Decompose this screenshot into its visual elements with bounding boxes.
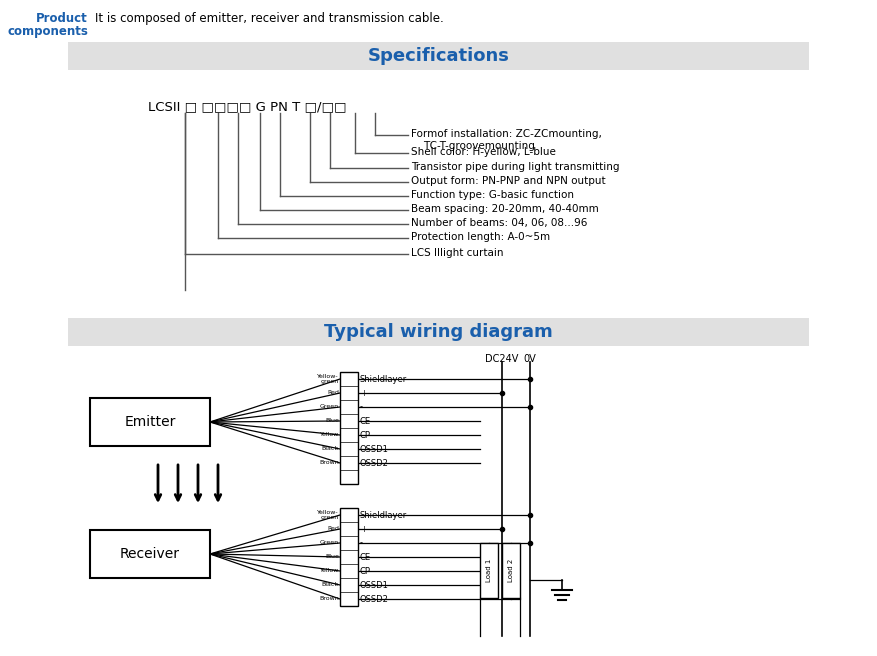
Bar xyxy=(502,543,520,598)
Bar xyxy=(480,543,498,598)
Text: Yellow-
green: Yellow- green xyxy=(317,510,339,520)
Text: TC-T-groovemounting: TC-T-groovemounting xyxy=(411,141,535,151)
Text: LCSII □ □□□□ G PN T □/□□: LCSII □ □□□□ G PN T □/□□ xyxy=(148,100,346,113)
Text: +: + xyxy=(360,525,367,533)
Bar xyxy=(68,318,809,346)
Text: Function type: G-basic function: Function type: G-basic function xyxy=(411,190,574,200)
Text: Shell color: H-yellow, L-blue: Shell color: H-yellow, L-blue xyxy=(411,147,556,157)
Text: Green: Green xyxy=(320,405,339,409)
Text: Yellow: Yellow xyxy=(319,569,339,573)
Text: CP: CP xyxy=(360,567,371,575)
Text: Green: Green xyxy=(320,541,339,546)
Text: Brown: Brown xyxy=(319,596,339,602)
Text: Yellow-
green: Yellow- green xyxy=(317,374,339,384)
Text: CE: CE xyxy=(360,417,371,426)
Text: Emitter: Emitter xyxy=(125,415,175,429)
Text: Receiver: Receiver xyxy=(120,547,180,561)
Text: Load 2: Load 2 xyxy=(508,559,514,582)
Text: Protection length: A-0~5m: Protection length: A-0~5m xyxy=(411,232,550,242)
Text: Red: Red xyxy=(327,527,339,531)
Text: Beam spacing: 20-20mm, 40-40mm: Beam spacing: 20-20mm, 40-40mm xyxy=(411,204,599,214)
Text: -: - xyxy=(360,403,363,411)
Text: Shieldlayer: Shieldlayer xyxy=(360,510,407,520)
Text: OSSD1: OSSD1 xyxy=(360,581,389,590)
Text: DC24V: DC24V xyxy=(485,354,518,364)
Text: LCS Illight curtain: LCS Illight curtain xyxy=(411,248,503,258)
Text: Specifications: Specifications xyxy=(367,47,510,65)
Text: OSSD2: OSSD2 xyxy=(360,459,389,468)
Text: +: + xyxy=(360,388,367,398)
Text: CP: CP xyxy=(360,430,371,440)
Text: Blue: Blue xyxy=(325,554,339,560)
Text: Number of beams: 04, 06, 08...96: Number of beams: 04, 06, 08...96 xyxy=(411,218,588,228)
Text: Product: Product xyxy=(36,12,88,25)
Text: Blue: Blue xyxy=(325,419,339,424)
Text: Transistor pipe during light transmitting: Transistor pipe during light transmittin… xyxy=(411,162,619,172)
Text: Black: Black xyxy=(322,447,339,451)
Bar xyxy=(68,42,809,70)
Text: CE: CE xyxy=(360,552,371,562)
Bar xyxy=(340,508,358,606)
Text: Yellow: Yellow xyxy=(319,432,339,438)
Text: Typical wiring diagram: Typical wiring diagram xyxy=(324,323,553,341)
Text: Black: Black xyxy=(322,583,339,588)
Text: components: components xyxy=(7,25,88,38)
Text: Red: Red xyxy=(327,390,339,396)
Bar xyxy=(340,372,358,484)
Text: OSSD2: OSSD2 xyxy=(360,594,389,604)
Text: Brown: Brown xyxy=(319,461,339,466)
Text: OSSD1: OSSD1 xyxy=(360,445,389,453)
Text: -: - xyxy=(360,539,363,548)
Text: Shieldlayer: Shieldlayer xyxy=(360,375,407,384)
Bar xyxy=(90,398,210,446)
Text: Formof installation: ZC-ZCmounting,: Formof installation: ZC-ZCmounting, xyxy=(411,129,602,139)
Text: Output form: PN-PNP and NPN output: Output form: PN-PNP and NPN output xyxy=(411,176,606,186)
Text: Load 1: Load 1 xyxy=(486,559,492,582)
Bar xyxy=(90,530,210,578)
Text: 0V: 0V xyxy=(524,354,537,364)
Text: It is composed of emitter, receiver and transmission cable.: It is composed of emitter, receiver and … xyxy=(95,12,444,25)
